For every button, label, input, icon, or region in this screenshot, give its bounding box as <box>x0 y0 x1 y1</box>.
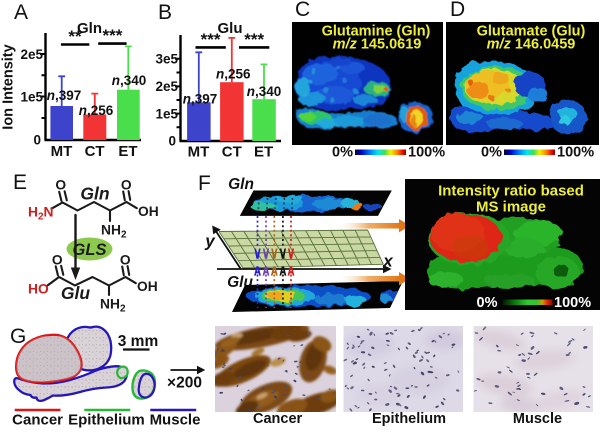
svg-text:2e5: 2e5 <box>20 47 43 62</box>
svg-text:Muscle: Muscle <box>513 411 562 427</box>
svg-text:1e5: 1e5 <box>20 90 43 105</box>
svg-text:O: O <box>120 253 131 268</box>
svg-text:MT: MT <box>51 143 73 160</box>
svg-text:B: B <box>158 1 172 24</box>
svg-text:***: *** <box>201 30 221 49</box>
svg-text:Glu: Glu <box>61 283 90 303</box>
svg-text:0%: 0% <box>477 295 498 311</box>
svg-text:OH: OH <box>137 279 158 294</box>
svg-text:n,340: n,340 <box>112 73 147 88</box>
svg-text:Epithelium: Epithelium <box>372 411 446 427</box>
svg-text:Gln: Gln <box>80 184 109 204</box>
svg-text:×200: ×200 <box>167 375 202 392</box>
svg-text:ET: ET <box>254 144 273 161</box>
svg-text:Glu: Glu <box>218 20 243 37</box>
svg-text:100%: 100% <box>557 145 594 161</box>
svg-text:OH: OH <box>138 204 159 219</box>
svg-text:Muscle: Muscle <box>150 412 201 429</box>
svg-text:CT: CT <box>85 143 105 160</box>
svg-text:NH2: NH2 <box>100 297 126 315</box>
svg-text:0%: 0% <box>481 145 502 161</box>
svg-text:O: O <box>55 178 66 193</box>
svg-text:2e5: 2e5 <box>155 79 178 94</box>
svg-text:D: D <box>450 0 465 21</box>
svg-text:O: O <box>52 253 63 268</box>
svg-text:O: O <box>121 178 132 193</box>
svg-text:Ion Intensity: Ion Intensity <box>1 44 17 129</box>
svg-text:***: *** <box>244 30 264 49</box>
svg-text:E: E <box>13 171 27 194</box>
svg-text:3e5: 3e5 <box>155 52 178 67</box>
svg-text:ET: ET <box>118 143 137 160</box>
svg-text:Cancer: Cancer <box>253 411 303 427</box>
svg-text:Gln: Gln <box>228 176 254 193</box>
svg-text:n,340: n,340 <box>247 84 282 99</box>
svg-text:n,397: n,397 <box>183 92 218 107</box>
svg-text:CT: CT <box>222 144 242 161</box>
svg-text:***: *** <box>102 26 122 45</box>
svg-text:Epithelium: Epithelium <box>68 412 145 429</box>
svg-text:**: ** <box>68 27 82 46</box>
svg-text:0: 0 <box>33 133 41 148</box>
svg-text:MS image: MS image <box>476 199 546 216</box>
svg-text:Intensity ratio based: Intensity ratio based <box>438 183 584 200</box>
svg-text:H2N: H2N <box>28 205 54 223</box>
svg-text:Glutamine (Gln): Glutamine (Gln) <box>322 24 431 40</box>
svg-text:n,397: n,397 <box>47 88 82 103</box>
svg-text:NH2: NH2 <box>101 223 127 241</box>
svg-text:GLS: GLS <box>73 241 107 259</box>
svg-text:F: F <box>198 172 211 195</box>
svg-text:n,256: n,256 <box>79 103 114 118</box>
svg-text:Gln: Gln <box>77 20 102 37</box>
svg-text:0%: 0% <box>332 145 353 161</box>
svg-text:Glutamate (Glu): Glutamate (Glu) <box>477 24 586 40</box>
svg-text:m/z 145.0619: m/z 145.0619 <box>333 37 422 53</box>
svg-text:0: 0 <box>168 134 176 149</box>
svg-text:G: G <box>10 325 26 348</box>
svg-text:MT: MT <box>188 144 210 161</box>
svg-text:x: x <box>382 252 394 271</box>
svg-text:1e5: 1e5 <box>155 107 178 122</box>
svg-text:A: A <box>14 1 28 24</box>
svg-text:m/z 146.0459: m/z 146.0459 <box>487 37 576 53</box>
svg-text:3 mm: 3 mm <box>118 333 159 350</box>
svg-text:C: C <box>295 0 310 21</box>
svg-text:y: y <box>204 232 216 251</box>
svg-text:n,256: n,256 <box>216 67 251 82</box>
svg-text:100%: 100% <box>408 145 445 161</box>
svg-text:100%: 100% <box>554 295 591 311</box>
svg-text:HO: HO <box>28 282 49 297</box>
svg-text:Cancer: Cancer <box>12 412 63 429</box>
